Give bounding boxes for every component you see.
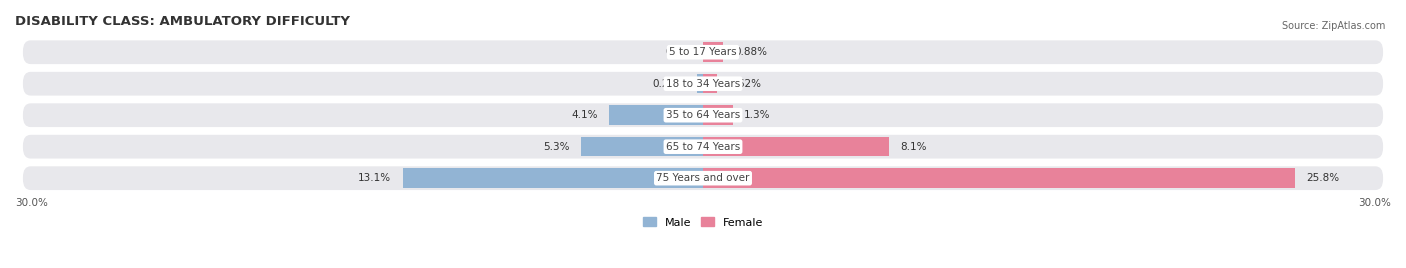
Text: 18 to 34 Years: 18 to 34 Years [666, 79, 740, 89]
Bar [703, 137, 889, 157]
Text: 5.3%: 5.3% [544, 142, 569, 152]
Text: 35 to 64 Years: 35 to 64 Years [666, 110, 740, 120]
FancyBboxPatch shape [22, 165, 1384, 191]
FancyBboxPatch shape [22, 102, 1384, 128]
Text: 65 to 74 Years: 65 to 74 Years [666, 142, 740, 152]
Bar [703, 105, 733, 125]
FancyBboxPatch shape [22, 39, 1384, 65]
Text: 13.1%: 13.1% [359, 173, 391, 183]
Text: 75 Years and over: 75 Years and over [657, 173, 749, 183]
Text: 30.0%: 30.0% [15, 198, 48, 208]
Text: 0.25%: 0.25% [652, 79, 686, 89]
Bar [703, 74, 717, 94]
Bar [703, 42, 723, 62]
Text: 0.88%: 0.88% [735, 47, 768, 57]
Bar [582, 137, 703, 157]
Legend: Male, Female: Male, Female [643, 217, 763, 228]
FancyBboxPatch shape [22, 71, 1384, 97]
Text: 0.62%: 0.62% [728, 79, 762, 89]
FancyBboxPatch shape [22, 134, 1384, 160]
Text: DISABILITY CLASS: AMBULATORY DIFFICULTY: DISABILITY CLASS: AMBULATORY DIFFICULTY [15, 15, 350, 28]
Text: 0.0%: 0.0% [665, 47, 692, 57]
Bar [402, 168, 703, 188]
Bar [703, 168, 1295, 188]
Text: 30.0%: 30.0% [1358, 198, 1391, 208]
Text: 5 to 17 Years: 5 to 17 Years [669, 47, 737, 57]
Text: 4.1%: 4.1% [571, 110, 598, 120]
Text: Source: ZipAtlas.com: Source: ZipAtlas.com [1281, 21, 1385, 31]
Text: 8.1%: 8.1% [900, 142, 927, 152]
Bar [609, 105, 703, 125]
Bar [697, 74, 703, 94]
Text: 1.3%: 1.3% [744, 110, 770, 120]
Text: 25.8%: 25.8% [1306, 173, 1340, 183]
